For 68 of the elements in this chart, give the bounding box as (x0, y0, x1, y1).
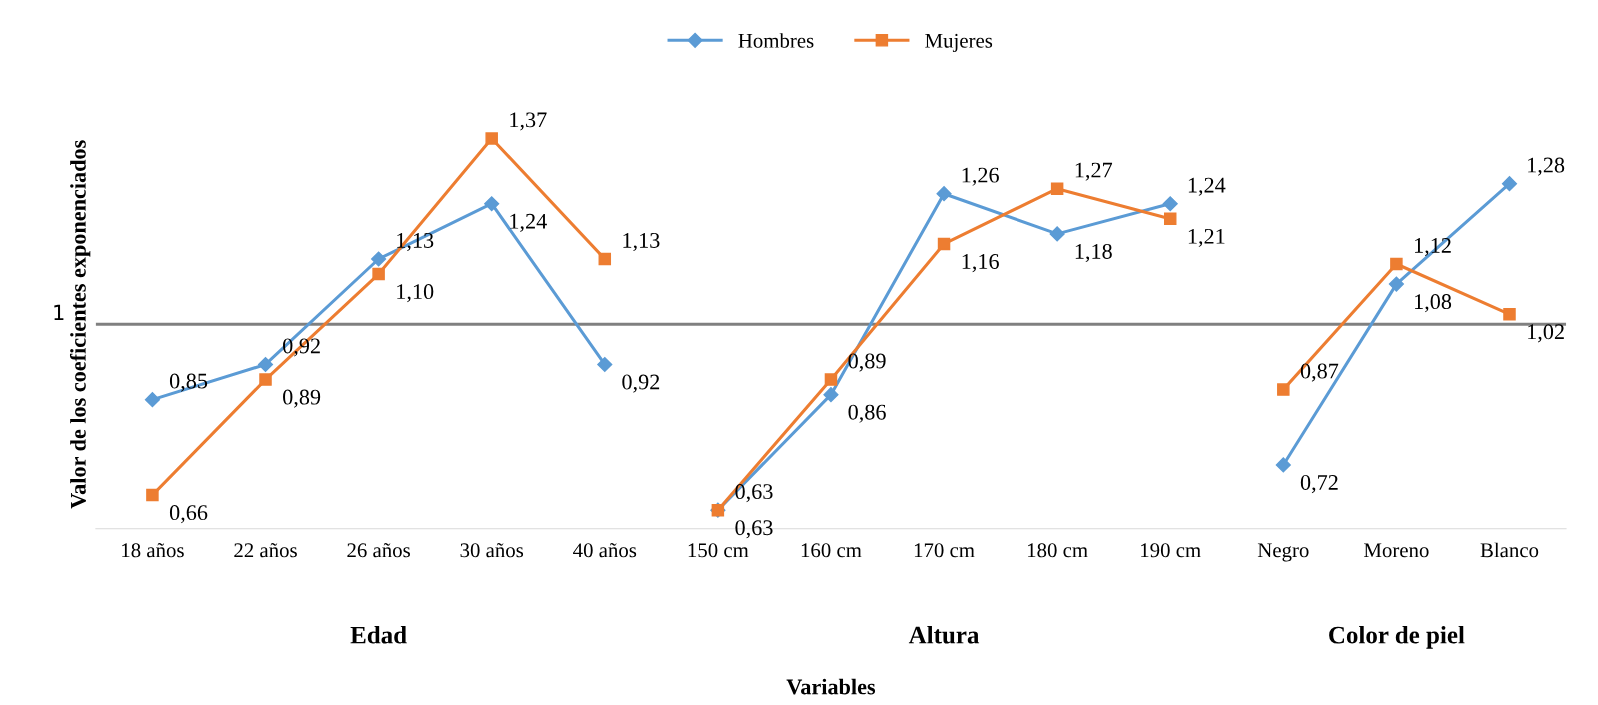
x-tick-label: Blanco (1480, 542, 1539, 558)
point (1049, 226, 1065, 242)
data-label: 0,63 (735, 520, 773, 539)
point (1388, 276, 1404, 292)
point (146, 488, 159, 502)
data-label: 1,24 (1188, 177, 1226, 196)
data-label: 1,02 (1528, 324, 1564, 343)
x-tick-label: Negro (1257, 543, 1309, 562)
x-tick-label: 150 cm (688, 543, 749, 558)
data-label: 0,92 (622, 374, 660, 393)
point (1050, 182, 1064, 195)
x-tick-label: 30 años (460, 543, 524, 558)
point (484, 196, 500, 212)
y-axis-title: Valor de los coeficientes exponenciados (69, 140, 91, 509)
x-tick-label: 26 años (347, 543, 410, 558)
x-tick-label: 18 años (122, 543, 184, 558)
data-label: 1,08 (1415, 294, 1452, 313)
data-label: 1,18 (1075, 243, 1112, 263)
text: Altura (908, 625, 980, 644)
text: Variables (786, 678, 876, 695)
point (824, 373, 838, 386)
data-label: 0,89 (283, 389, 321, 408)
data-label: 1,21 (1188, 228, 1225, 248)
point (1390, 257, 1403, 271)
point (1277, 383, 1290, 396)
data-label: 0,63 (735, 484, 773, 503)
point (1162, 196, 1178, 212)
point (1503, 308, 1516, 321)
point (1501, 176, 1518, 192)
point (371, 251, 387, 267)
legend-label: Mujeres (925, 33, 993, 53)
point (937, 237, 951, 251)
point (936, 186, 952, 202)
text: Color de piel (1329, 625, 1465, 649)
x-tick-label: 170 cm (914, 543, 975, 558)
data-label: 0,87 (1300, 363, 1339, 382)
data-label: 1,10 (397, 284, 434, 303)
point (1275, 457, 1291, 473)
ref-line-label: 1 (54, 304, 64, 320)
data-label: 1,13 (623, 232, 660, 252)
data-label: 0,86 (848, 404, 886, 423)
data-label: 0,85 (169, 373, 208, 392)
point (1163, 212, 1177, 226)
x-tick-label: 22 años (234, 543, 297, 558)
point (598, 252, 612, 266)
point (259, 373, 272, 386)
point (257, 356, 274, 373)
data-label: 0,89 (848, 353, 886, 372)
data-label: 1,37 (510, 112, 547, 131)
point (597, 356, 613, 373)
data-label: 1,16 (962, 254, 999, 273)
x-tick-label: Moreno (1364, 543, 1429, 558)
x-tick-label: 40 años (573, 543, 637, 558)
data-label: 1,26 (962, 167, 999, 186)
data-label: 1,24 (510, 213, 547, 232)
point (823, 387, 839, 403)
data-label: 0,72 (1300, 474, 1338, 494)
data-label: 1,27 (1075, 162, 1113, 181)
text: Edad (350, 625, 407, 644)
x-tick-label: 180 cm (1028, 543, 1088, 558)
legend-label: Hombres (738, 33, 814, 48)
point (144, 392, 160, 408)
x-tick-label: 190 cm (1141, 543, 1201, 558)
data-label: 0,66 (169, 505, 208, 524)
point (485, 132, 498, 145)
x-tick-label: 160 cm (801, 543, 862, 558)
data-label: 1,28 (1528, 157, 1565, 176)
point (372, 267, 385, 281)
